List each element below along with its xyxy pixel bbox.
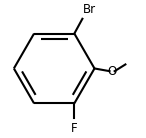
Text: Br: Br <box>83 3 96 16</box>
Text: O: O <box>107 65 117 78</box>
Text: F: F <box>71 122 78 135</box>
